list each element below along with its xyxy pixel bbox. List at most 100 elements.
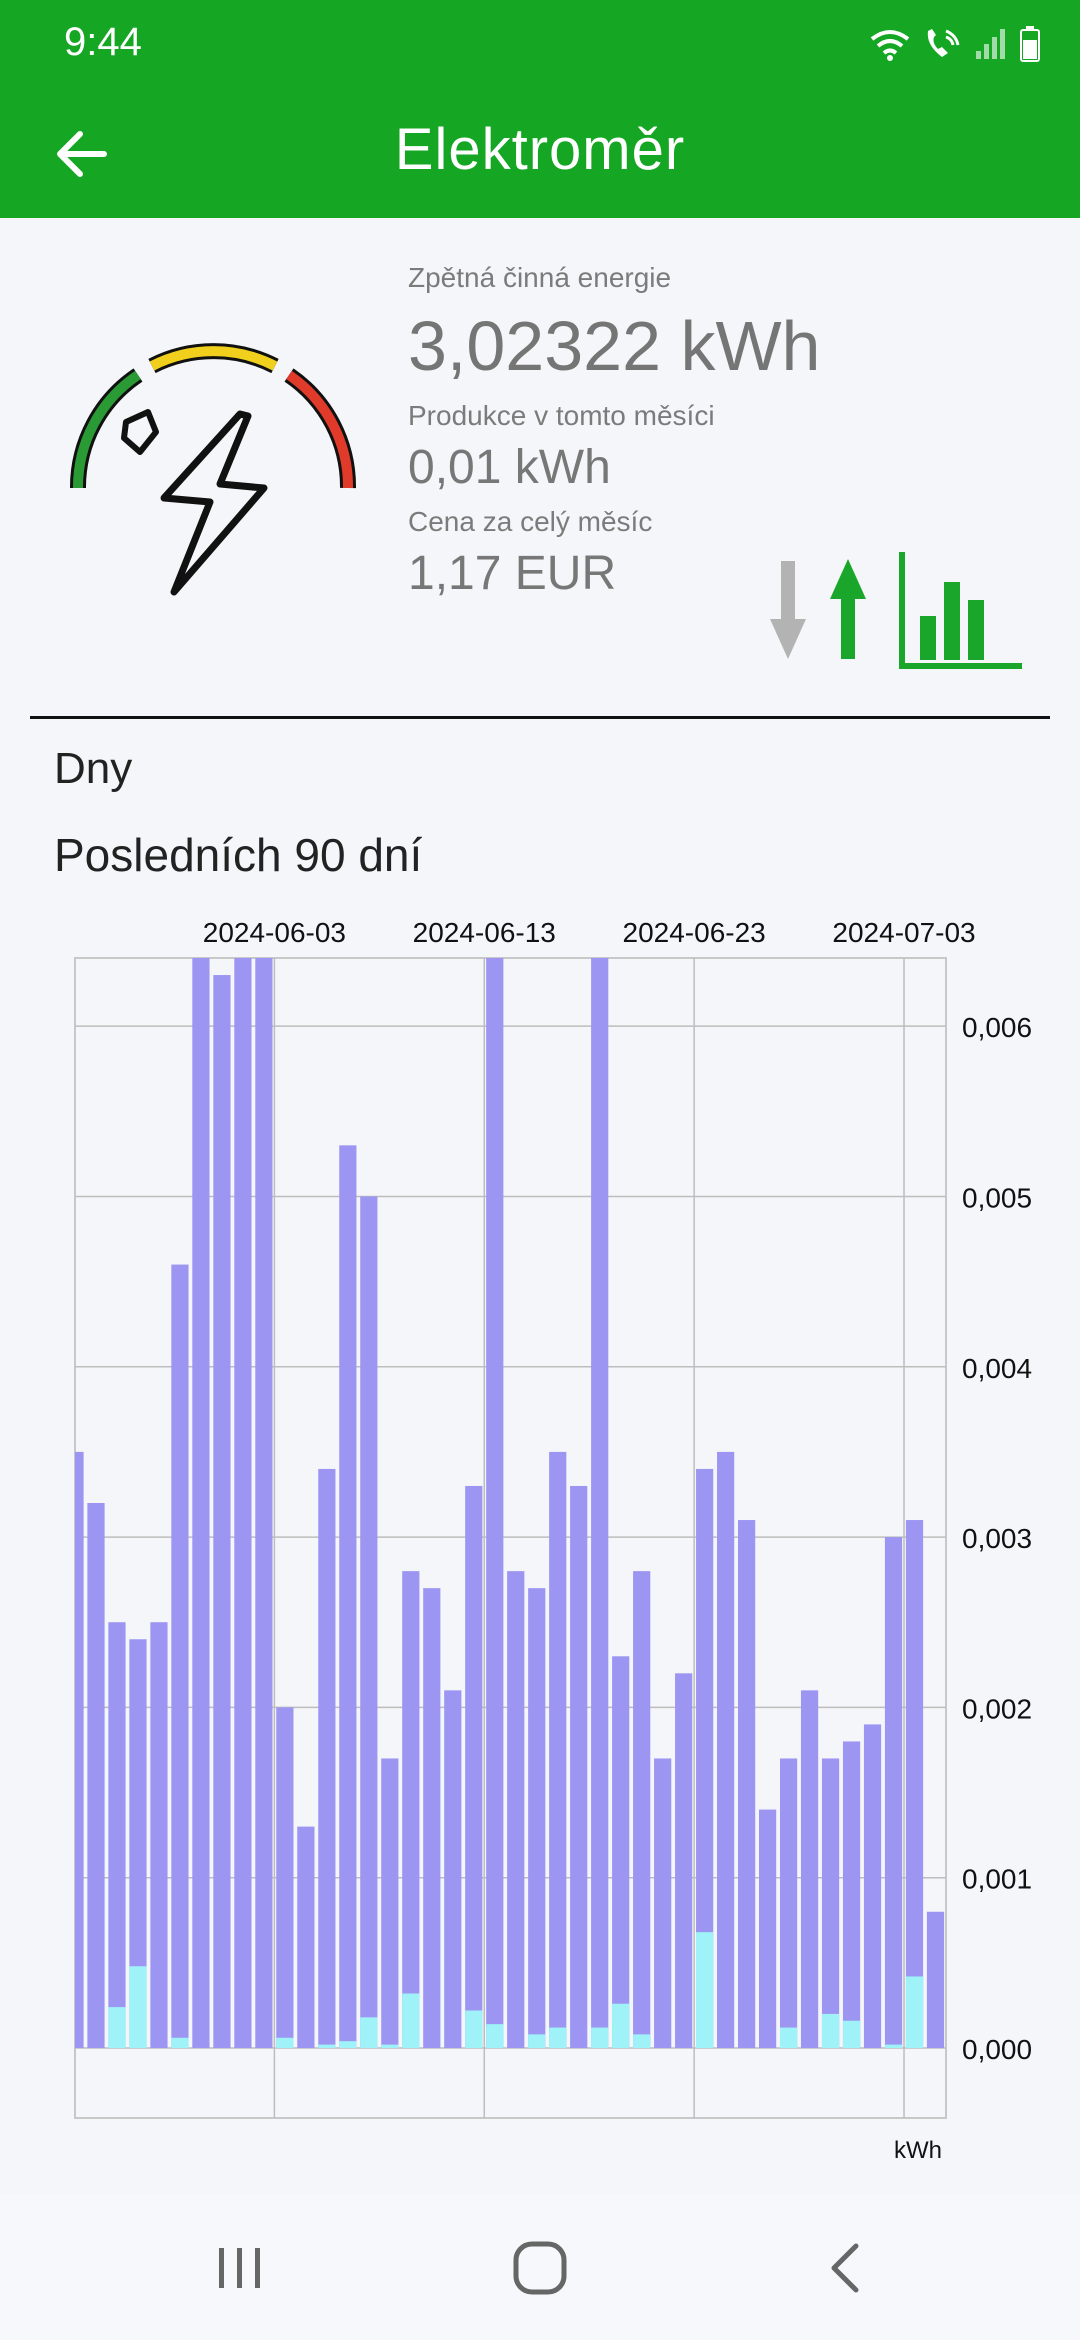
production-bar[interactable] — [905, 1976, 924, 2048]
consumption-bar[interactable] — [863, 1724, 882, 2048]
production-bar[interactable] — [821, 2013, 840, 2048]
price-value: 1,17 EUR — [408, 547, 617, 600]
consumption-bar[interactable] — [150, 1622, 168, 2048]
consumption-bar[interactable] — [821, 1758, 840, 2048]
energy-value: 3,02322 kWh — [408, 307, 821, 385]
status-icons — [870, 22, 1040, 66]
y-tick-label: 0,005 — [962, 1182, 1032, 1213]
x-tick-label: 2024-06-23 — [623, 917, 766, 948]
production-value: 0,01 kWh — [408, 441, 611, 494]
consumption-bar[interactable] — [570, 1485, 588, 2048]
y-tick-label: 0,003 — [962, 1523, 1032, 1554]
consumption-bar[interactable] — [234, 958, 252, 2048]
consumption-chart: 0,000 0,001 0,002 0,003 0,004 0,005 0,006 2024-… — [74, 917, 1032, 2164]
signal-icon — [976, 29, 1005, 59]
arrow-up-icon[interactable] — [830, 559, 866, 659]
production-bar[interactable] — [528, 2034, 546, 2048]
production-bar[interactable] — [276, 2037, 294, 2048]
recents-button[interactable] — [190, 2230, 290, 2306]
production-bar[interactable] — [339, 2041, 357, 2048]
consumption-bar[interactable] — [905, 1520, 924, 2048]
y-tick-label: 0,004 — [962, 1353, 1032, 1384]
consumption-bar[interactable] — [842, 1741, 861, 2048]
consumption-bar[interactable] — [633, 1571, 651, 2048]
consumption-bar[interactable] — [213, 975, 231, 2048]
consumption-bar[interactable] — [779, 1758, 798, 2048]
production-bar[interactable] — [779, 2027, 798, 2048]
consumption-bar[interactable] — [444, 1690, 462, 2048]
consumption-bar[interactable] — [549, 1451, 567, 2048]
production-bar[interactable] — [360, 2017, 378, 2048]
consumption-bar[interactable] — [192, 958, 210, 2048]
production-bar[interactable] — [129, 1966, 147, 2048]
consumption-bar[interactable] — [129, 1639, 147, 2048]
energy-label: Zpětná činná energie — [408, 262, 672, 293]
consumption-bar[interactable] — [696, 1468, 714, 2048]
consumption-bar[interactable] — [75, 1451, 84, 2048]
production-bar[interactable] — [381, 2044, 399, 2048]
consumption-bar[interactable] — [612, 1656, 630, 2048]
consumption-bar[interactable] — [318, 1468, 336, 2048]
arrow-down-icon[interactable] — [770, 561, 806, 659]
consumption-bar[interactable] — [758, 1809, 777, 2048]
meter-gauge-icon — [69, 343, 357, 596]
production-bar[interactable] — [612, 2003, 630, 2048]
consumption-bar[interactable] — [800, 1690, 819, 2048]
consumption-bar[interactable] — [591, 958, 609, 2048]
y-tick-label: 0,006 — [962, 1012, 1032, 1043]
wifi-call-icon — [927, 29, 960, 57]
consumption-bar[interactable] — [654, 1758, 672, 2048]
status-bar: 9:44 — [0, 0, 1080, 86]
production-bar[interactable] — [884, 2044, 903, 2048]
consumption-bar[interactable] — [675, 1673, 693, 2048]
consumption-bar[interactable] — [402, 1571, 420, 2048]
production-label: Produkce v tomto měsíci — [408, 400, 715, 431]
range-label[interactable]: Posledních 90 dní — [54, 829, 423, 881]
consumption-bar[interactable] — [486, 958, 504, 2048]
consumption-bar[interactable] — [465, 1485, 483, 2048]
consumption-bar[interactable] — [507, 1571, 525, 2048]
production-bar[interactable] — [549, 2027, 567, 2048]
consumption-bar[interactable] — [360, 1196, 378, 2048]
consumption-bar[interactable] — [255, 958, 273, 2048]
back-button[interactable] — [40, 112, 124, 196]
consumption-bar[interactable] — [423, 1588, 441, 2048]
direction-toggle[interactable] — [760, 555, 880, 665]
consumption-bar[interactable] — [339, 1145, 357, 2048]
consumption-bar[interactable] — [926, 1911, 945, 2048]
production-bar[interactable] — [402, 1993, 420, 2049]
x-tick-label: 2024-07-03 — [832, 917, 975, 948]
wifi-icon — [870, 30, 910, 61]
consumption-bar[interactable] — [297, 1826, 315, 2048]
navigation-bar — [0, 2195, 1080, 2340]
production-bar[interactable] — [696, 1932, 714, 2048]
production-bar[interactable] — [591, 2027, 609, 2048]
bar-chart-icon[interactable] — [896, 548, 1026, 674]
unit-label: kWh — [894, 2137, 942, 2164]
production-bar[interactable] — [486, 2024, 504, 2048]
status-time: 9:44 — [64, 20, 142, 64]
production-bar[interactable] — [318, 2044, 336, 2048]
production-bar[interactable] — [842, 2020, 861, 2048]
consumption-bar[interactable] — [717, 1451, 735, 2048]
nav-back-button[interactable] — [796, 2230, 896, 2306]
consumption-bar[interactable] — [276, 1707, 294, 2048]
consumption-bar[interactable] — [884, 1537, 903, 2048]
production-bar[interactable] — [465, 2010, 483, 2048]
page-title: Elektroměr — [394, 117, 686, 182]
home-button[interactable] — [490, 2230, 590, 2306]
consumption-bar[interactable] — [108, 1622, 126, 2048]
consumption-bar[interactable] — [381, 1758, 399, 2048]
consumption-bar[interactable] — [87, 1503, 105, 2048]
consumption-bar[interactable] — [738, 1520, 756, 2048]
arrow-left-icon — [57, 131, 107, 177]
divider — [30, 716, 1050, 719]
consumption-bar[interactable] — [528, 1588, 546, 2048]
production-bar[interactable] — [633, 2034, 651, 2048]
period-label[interactable]: Dny — [54, 744, 133, 793]
production-bar[interactable] — [108, 2007, 126, 2048]
consumption-bar[interactable] — [171, 1264, 189, 2048]
recents-icon — [219, 2248, 260, 2288]
y-tick-label: 0,001 — [962, 1864, 1032, 1895]
production-bar[interactable] — [171, 2037, 189, 2048]
